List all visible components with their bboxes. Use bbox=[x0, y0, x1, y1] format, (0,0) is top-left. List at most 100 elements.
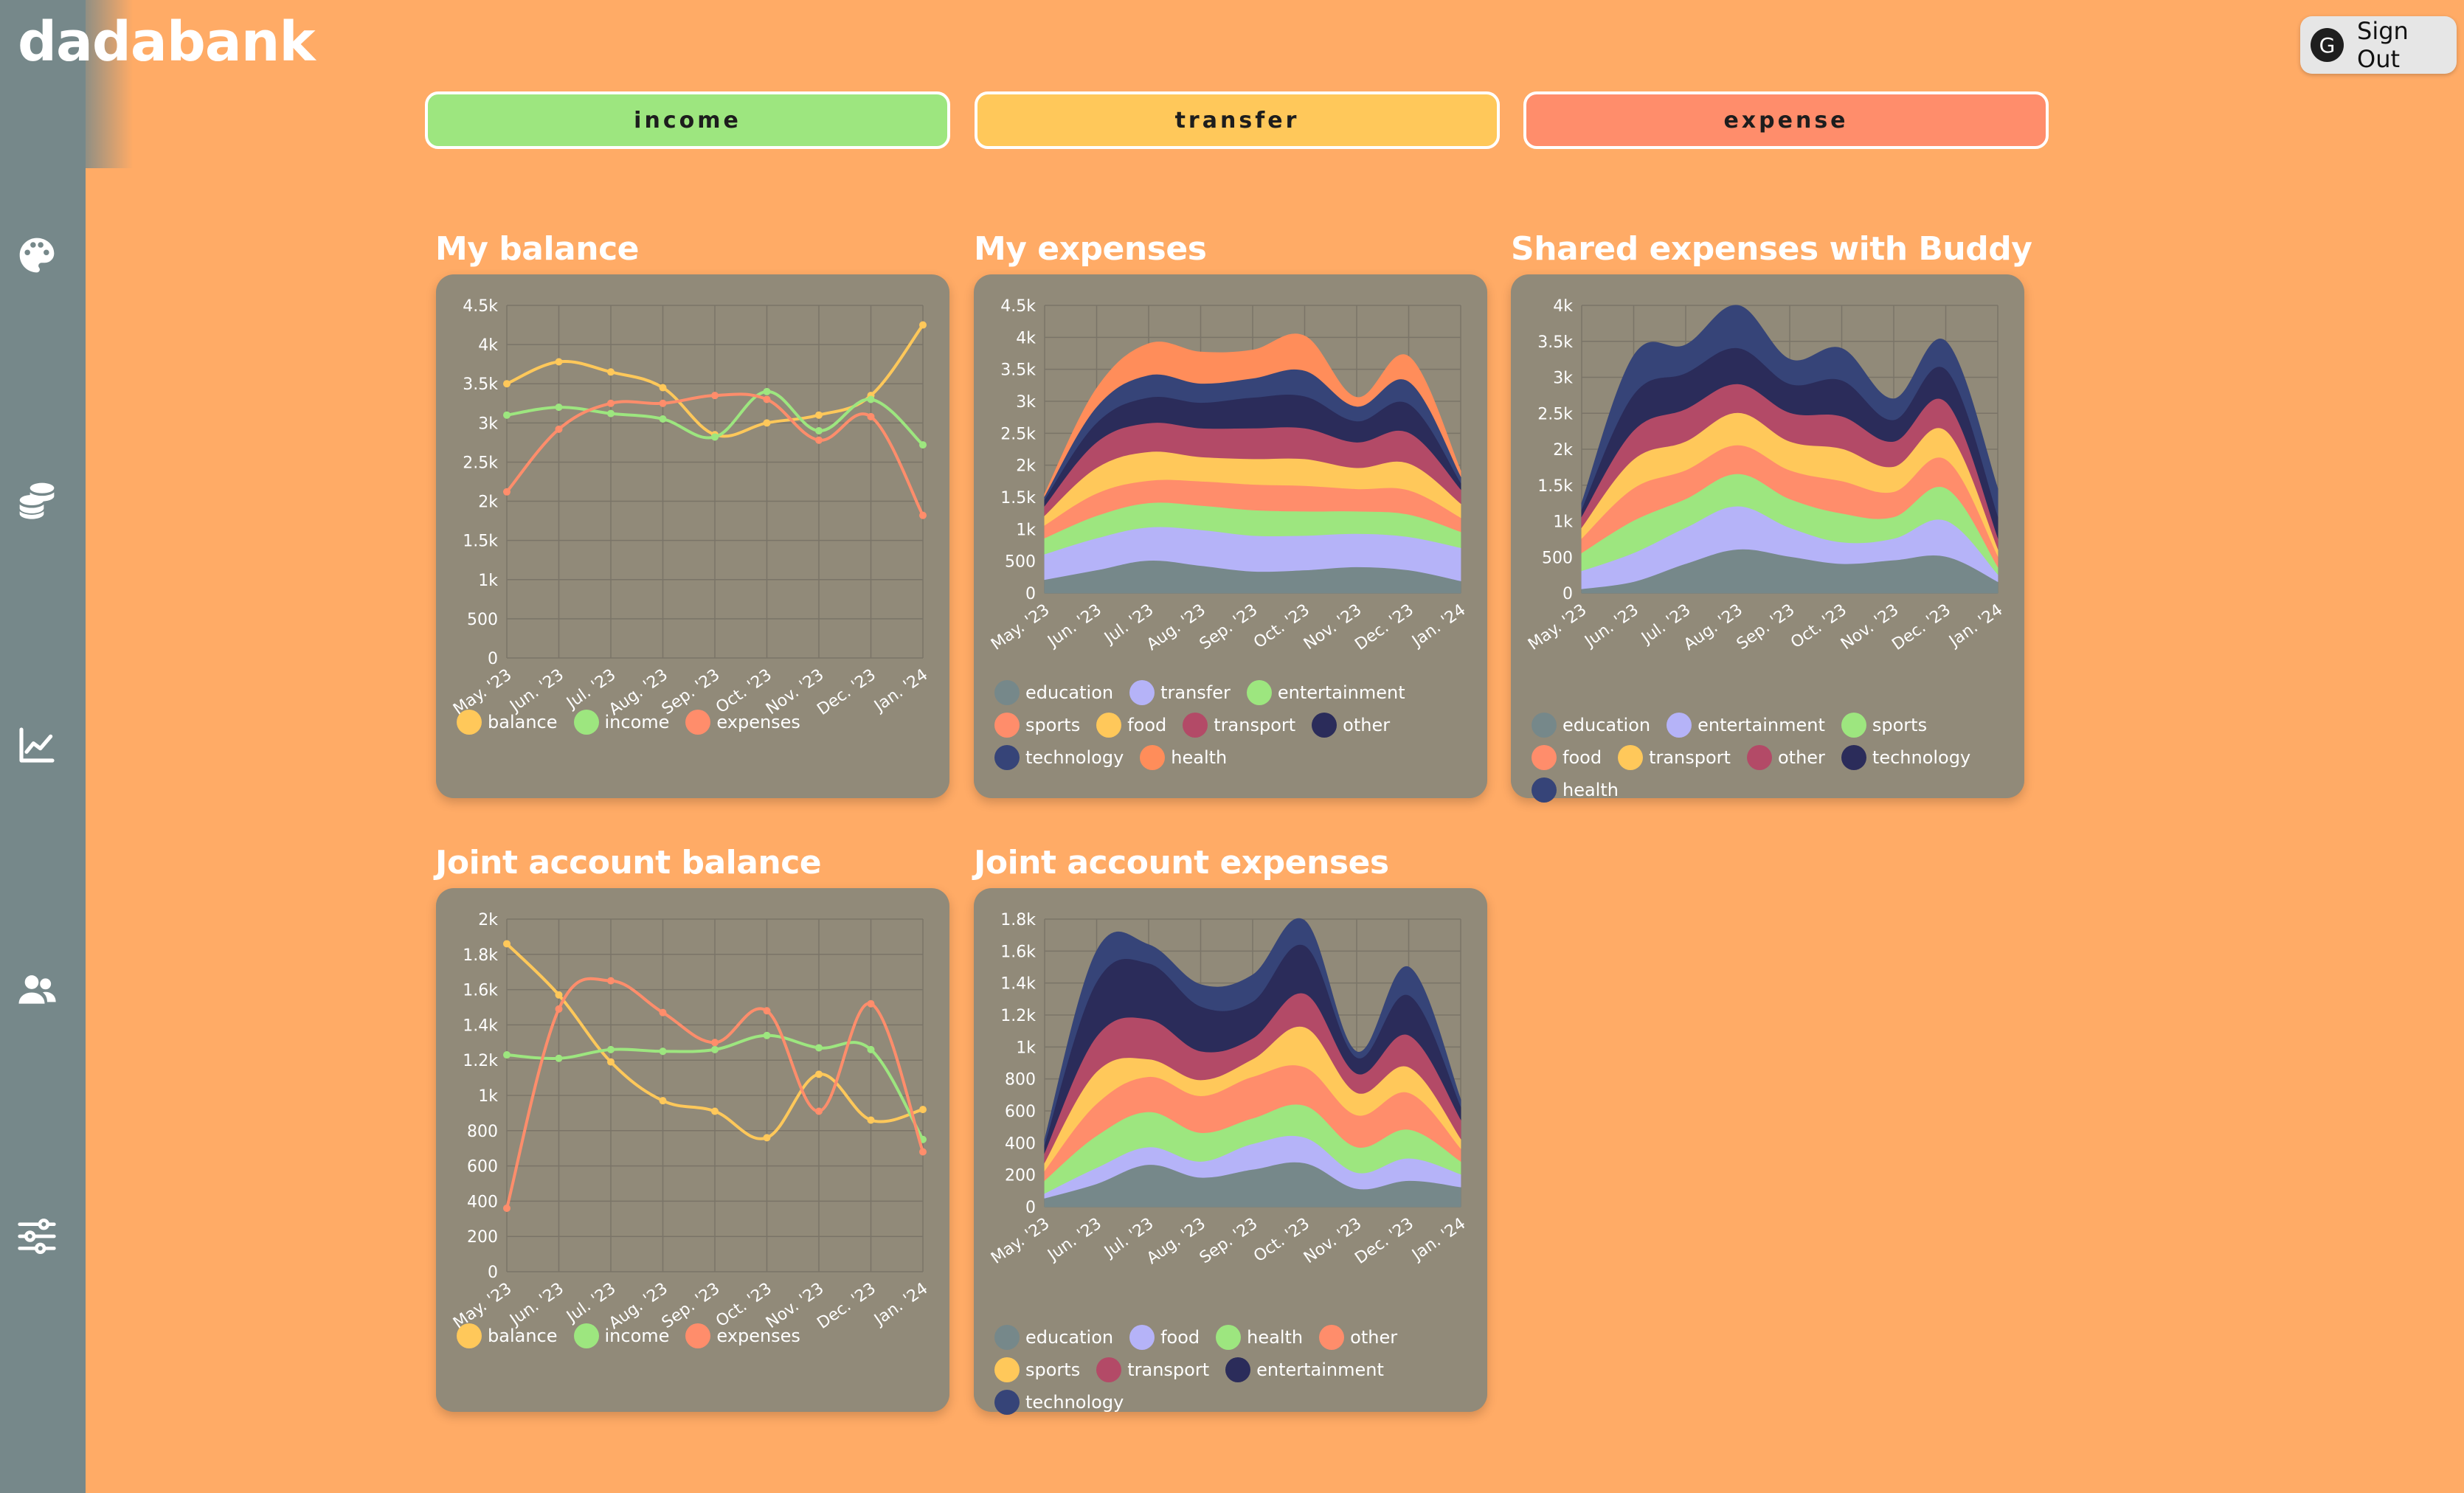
legend-item-sports[interactable]: sports bbox=[994, 1357, 1080, 1382]
legend-item-sports[interactable]: sports bbox=[994, 713, 1080, 738]
legend-swatch bbox=[573, 710, 599, 735]
legend-swatch bbox=[1096, 713, 1122, 738]
brand-fade bbox=[74, 0, 133, 168]
x-tick-label: Jan. '24 bbox=[870, 665, 931, 716]
legend-item-food[interactable]: food bbox=[1532, 745, 1602, 770]
sign-out-button[interactable]: G Sign Out bbox=[2300, 16, 2457, 74]
y-tick-label: 2k bbox=[478, 493, 498, 512]
x-tick-label: Jun. '23 bbox=[1043, 600, 1104, 651]
chart-legend: education food health other sports transport e… bbox=[994, 1325, 1474, 1422]
legend-item-technology[interactable]: technology bbox=[994, 745, 1124, 770]
chart-line-icon[interactable] bbox=[16, 724, 58, 766]
y-tick-label: 1k bbox=[1553, 513, 1573, 532]
legend-item-entertainment[interactable]: entertainment bbox=[1667, 713, 1825, 738]
y-tick-label: 800 bbox=[467, 1123, 498, 1141]
expense-button[interactable]: expense bbox=[1523, 91, 2049, 149]
legend-item-transport[interactable]: transport bbox=[1618, 745, 1731, 770]
y-tick-label: 1.8k bbox=[1000, 911, 1036, 929]
chart-legend: education transfer entertainment sports food… bbox=[994, 680, 1474, 777]
y-tick-label: 3k bbox=[1016, 393, 1036, 412]
legend-item-technology[interactable]: technology bbox=[994, 1390, 1124, 1415]
x-tick-label: Jan. '24 bbox=[1945, 600, 2006, 651]
palette-icon[interactable] bbox=[16, 235, 58, 276]
legend-item-food[interactable]: food bbox=[1096, 713, 1166, 738]
coins-icon[interactable] bbox=[16, 479, 58, 521]
legend-item-expenses[interactable]: expenses bbox=[685, 1323, 800, 1348]
legend-item-transport[interactable]: transport bbox=[1183, 713, 1295, 738]
legend-item-other[interactable]: other bbox=[1319, 1325, 1397, 1350]
sliders-icon[interactable] bbox=[16, 1216, 58, 1257]
legend-label: other bbox=[1777, 747, 1825, 768]
legend-item-food[interactable]: food bbox=[1129, 1325, 1200, 1350]
legend-item-balance[interactable]: balance bbox=[457, 1323, 558, 1348]
legend-item-education[interactable]: education bbox=[994, 680, 1113, 705]
x-tick-label: Nov. '23 bbox=[1301, 1214, 1365, 1267]
area-education bbox=[1044, 1162, 1461, 1208]
legend-item-entertainment[interactable]: entertainment bbox=[1246, 680, 1405, 705]
y-tick-label: 2.5k bbox=[1537, 405, 1573, 423]
legend-item-transfer[interactable]: transfer bbox=[1129, 680, 1231, 705]
legend-item-transport[interactable]: transport bbox=[1096, 1357, 1209, 1382]
area-education bbox=[1044, 561, 1461, 594]
legend-swatch bbox=[994, 1390, 1020, 1415]
y-tick-label: 1.5k bbox=[1000, 489, 1036, 508]
legend-item-education[interactable]: education bbox=[1532, 713, 1650, 738]
legend-label: sports bbox=[1025, 715, 1081, 735]
legend-item-health[interactable]: health bbox=[1140, 745, 1227, 770]
y-tick-label: 1k bbox=[478, 572, 498, 590]
legend-item-education[interactable]: education bbox=[994, 1325, 1113, 1350]
y-tick-label: 4k bbox=[1016, 329, 1036, 347]
legend-item-entertainment[interactable]: entertainment bbox=[1225, 1357, 1384, 1382]
data-point-expenses bbox=[659, 399, 667, 407]
legend-label: education bbox=[1025, 682, 1114, 703]
legend-item-income[interactable]: income bbox=[573, 1323, 670, 1348]
legend-label: education bbox=[1025, 1327, 1114, 1348]
y-tick-label: 1k bbox=[1016, 1039, 1036, 1057]
legend-item-health[interactable]: health bbox=[1216, 1325, 1303, 1350]
y-tick-label: 3k bbox=[478, 415, 498, 433]
legend-swatch bbox=[1841, 745, 1866, 770]
y-tick-label: 800 bbox=[1005, 1071, 1036, 1090]
y-tick-label: 1.8k bbox=[463, 946, 498, 965]
legend-swatch bbox=[1312, 713, 1337, 738]
legend-item-balance[interactable]: balance bbox=[457, 710, 558, 735]
x-tick-label: May. '23 bbox=[988, 1214, 1053, 1267]
sign-out-label: Sign Out bbox=[2357, 17, 2409, 73]
y-tick-label: 1.5k bbox=[1537, 477, 1573, 496]
legend-item-sports[interactable]: sports bbox=[1841, 713, 1927, 738]
legend-swatch bbox=[1129, 680, 1155, 705]
data-point-expenses bbox=[815, 436, 823, 444]
legend-item-technology[interactable]: technology bbox=[1841, 745, 1970, 770]
y-tick-label: 2.5k bbox=[463, 454, 498, 472]
legend-item-expenses[interactable]: expenses bbox=[685, 710, 800, 735]
legend-swatch bbox=[1246, 680, 1272, 705]
legend-label: income bbox=[604, 1326, 670, 1346]
y-tick-label: 1.6k bbox=[1000, 943, 1036, 961]
legend-item-other[interactable]: other bbox=[1746, 745, 1825, 770]
legend-item-other[interactable]: other bbox=[1312, 713, 1390, 738]
data-point-expenses bbox=[815, 1107, 823, 1115]
y-tick-label: 1.5k bbox=[463, 533, 498, 551]
legend-swatch bbox=[994, 680, 1020, 705]
y-tick-label: 3k bbox=[1553, 370, 1573, 388]
x-tick-label: May. '23 bbox=[988, 600, 1053, 654]
legend-label: entertainment bbox=[1698, 715, 1825, 735]
legend-swatch bbox=[994, 1357, 1020, 1382]
data-point-expenses bbox=[867, 412, 875, 420]
x-tick-label: Jan. '24 bbox=[1408, 1214, 1469, 1265]
users-icon[interactable] bbox=[16, 969, 58, 1011]
legend-label: health bbox=[1171, 747, 1228, 768]
y-tick-label: 3.5k bbox=[1000, 361, 1036, 380]
data-point-expenses bbox=[763, 395, 771, 403]
transfer-button[interactable]: transfer bbox=[975, 91, 1500, 149]
y-tick-label: 1.2k bbox=[463, 1052, 498, 1070]
data-point-income bbox=[867, 395, 875, 403]
legend-item-income[interactable]: income bbox=[573, 710, 669, 735]
y-tick-label: 0 bbox=[1563, 585, 1573, 603]
y-tick-label: 4k bbox=[478, 336, 498, 355]
legend-item-health[interactable]: health bbox=[1532, 777, 1619, 803]
income-button[interactable]: income bbox=[425, 91, 950, 149]
chart-svg: 0 500 1k 1.5k 2k 2.5k 3k 3.5k 4k 4.5k May. '23Jun.… bbox=[988, 297, 1469, 654]
legend-swatch bbox=[1532, 745, 1557, 770]
